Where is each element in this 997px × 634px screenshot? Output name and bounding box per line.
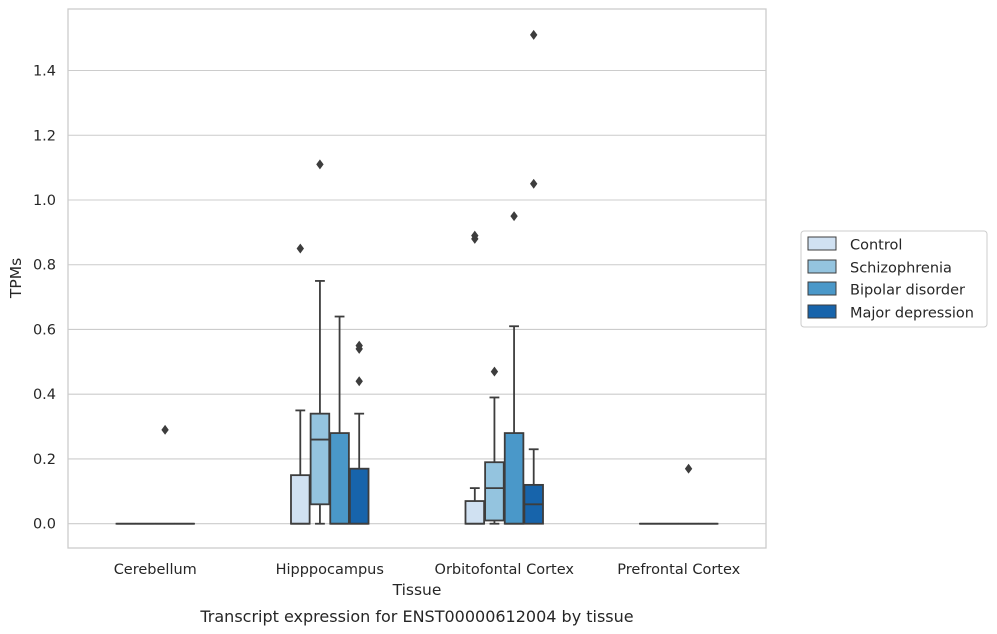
outlier-point	[161, 424, 169, 435]
legend-swatch-control	[807, 236, 837, 251]
box-iqr	[464, 500, 486, 525]
x-tick-label: Prefrontal Cortex	[617, 562, 740, 578]
box-bipolar-disorder	[154, 424, 176, 525]
box-iqr	[348, 467, 370, 525]
y-tick-label: 1.2	[33, 128, 56, 144]
legend-swatch-major-depression	[807, 304, 837, 319]
x-tick-labels: Cerebellum Hipppocampus Orbitofontal Corte…	[114, 562, 741, 578]
box-bipolar-disorder	[503, 211, 525, 525]
x-tick-label: Cerebellum	[114, 562, 197, 578]
box-schizophrenia	[484, 366, 505, 525]
legend: Control Schizophrenia Bipolar disorder M…	[800, 230, 988, 328]
outlier-point	[490, 366, 499, 377]
y-tick-label: 0.2	[33, 452, 56, 468]
legend-label-bipolar-disorder: Bipolar disorder	[850, 283, 965, 299]
box-bipolar-disorder	[678, 463, 699, 525]
box-major-depression	[523, 29, 544, 525]
box-iqr	[484, 461, 505, 522]
legend-label-control: Control	[850, 238, 902, 254]
y-tick-label: 0.0	[33, 517, 56, 533]
x-tick-label: Hipppocampus	[276, 562, 384, 578]
box-control	[464, 230, 486, 525]
y-tick-label: 0.6	[33, 322, 56, 338]
legend-swatch-bipolar-disorder	[807, 281, 837, 296]
legend-label-major-depression: Major depression	[850, 306, 974, 322]
y-tick-label: 1.4	[33, 64, 56, 80]
box-schizophrenia	[309, 159, 331, 525]
legend-item-bipolar-disorder: Bipolar disorder	[807, 281, 965, 299]
box-bipolar-disorder	[329, 315, 350, 525]
x-tick-label: Orbitofontal Cortex	[435, 562, 575, 578]
x-axis-label: Tissue	[392, 581, 442, 599]
outlier-point	[510, 211, 518, 222]
box-groups	[115, 29, 719, 525]
outlier-point	[355, 376, 363, 387]
legend-label-schizophrenia: Schizophrenia	[850, 261, 952, 277]
outlier-point	[296, 243, 305, 254]
outlier-point	[529, 178, 538, 189]
y-axis-label: TPMs	[7, 258, 25, 299]
y-tick-label: 0.4	[33, 387, 56, 403]
legend-item-schizophrenia: Schizophrenia	[807, 259, 952, 277]
outlier-point	[684, 463, 693, 474]
plot-frame	[67, 8, 767, 549]
outlier-point	[355, 340, 363, 351]
outlier-point	[316, 159, 324, 170]
box-iqr	[329, 432, 350, 525]
outlier-point	[471, 230, 479, 241]
box-iqr	[309, 412, 331, 506]
y-tick-labels: 0.0 0.2 0.4 0.6 0.8 1.0 1.2 1.4	[33, 64, 56, 533]
y-tick-label: 1.0	[33, 193, 56, 209]
legend-item-major-depression: Major depression	[807, 304, 974, 322]
gridlines	[68, 69, 766, 525]
outlier-point	[529, 29, 538, 40]
box-control	[290, 243, 311, 525]
legend-swatch-schizophrenia	[807, 259, 837, 274]
box-iqr	[290, 474, 311, 525]
legend-frame	[800, 230, 988, 328]
box-iqr	[503, 432, 525, 525]
chart-caption: Transcript expression for ENST0000061200…	[199, 607, 633, 626]
legend-item-control: Control	[807, 236, 902, 254]
box-major-depression	[348, 340, 370, 525]
y-tick-label: 0.8	[33, 258, 56, 274]
